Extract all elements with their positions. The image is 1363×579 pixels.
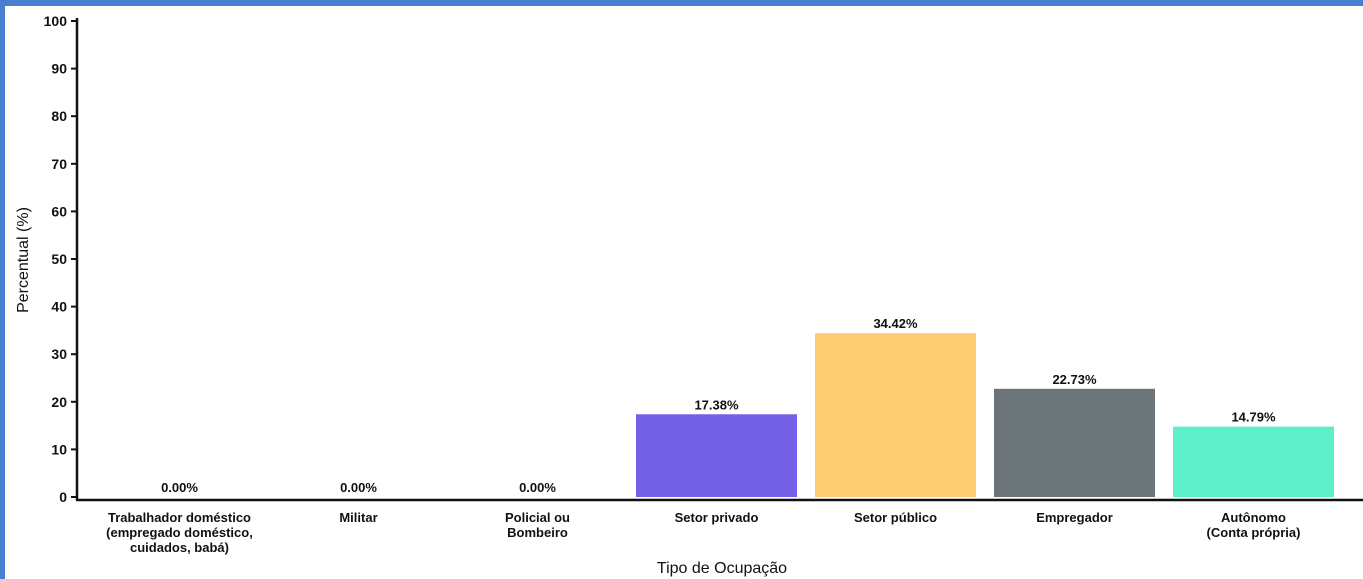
- bar-value-label: 22.73%: [1052, 372, 1097, 387]
- bar: [636, 414, 797, 497]
- y-tick-label: 50: [51, 251, 67, 267]
- bar: [1173, 426, 1334, 497]
- bar-value-label: 0.00%: [519, 480, 556, 495]
- x-tick-label: Trabalhador doméstico: [108, 510, 251, 525]
- x-tick-label: (Conta própria): [1207, 525, 1301, 540]
- x-tick-label: Autônomo: [1221, 510, 1286, 525]
- bar-value-label: 34.42%: [873, 316, 918, 331]
- y-tick-label: 90: [51, 61, 67, 77]
- x-tick-label: Setor público: [854, 510, 937, 525]
- y-tick-label: 70: [51, 156, 67, 172]
- y-tick-label: 30: [51, 346, 67, 362]
- x-axis-title: Tipo de Ocupação: [657, 560, 787, 577]
- x-tick-label: Bombeiro: [507, 525, 568, 540]
- y-tick-label: 40: [51, 299, 67, 315]
- y-axis-title: Percentual (%): [15, 207, 32, 313]
- y-tick-label: 20: [51, 394, 67, 410]
- y-tick-label: 80: [51, 108, 67, 124]
- x-tick-label: Policial ou: [505, 510, 570, 525]
- bar-value-label: 17.38%: [694, 397, 739, 412]
- bar: [994, 388, 1155, 497]
- bar: [815, 333, 976, 497]
- x-tick-label: cuidados, babá): [130, 540, 229, 555]
- x-tick-label: Setor privado: [675, 510, 759, 525]
- bar-value-label: 14.79%: [1231, 410, 1276, 425]
- y-tick-label: 10: [51, 441, 67, 457]
- y-tick-label: 60: [51, 203, 67, 219]
- y-tick-label: 0: [59, 489, 67, 505]
- x-tick-label: Militar: [339, 510, 377, 525]
- y-tick-label: 100: [44, 13, 68, 29]
- x-tick-label: Empregador: [1036, 510, 1113, 525]
- bar-value-label: 0.00%: [340, 480, 377, 495]
- x-tick-label: (empregado doméstico,: [106, 525, 253, 540]
- bar-value-label: 0.00%: [161, 480, 198, 495]
